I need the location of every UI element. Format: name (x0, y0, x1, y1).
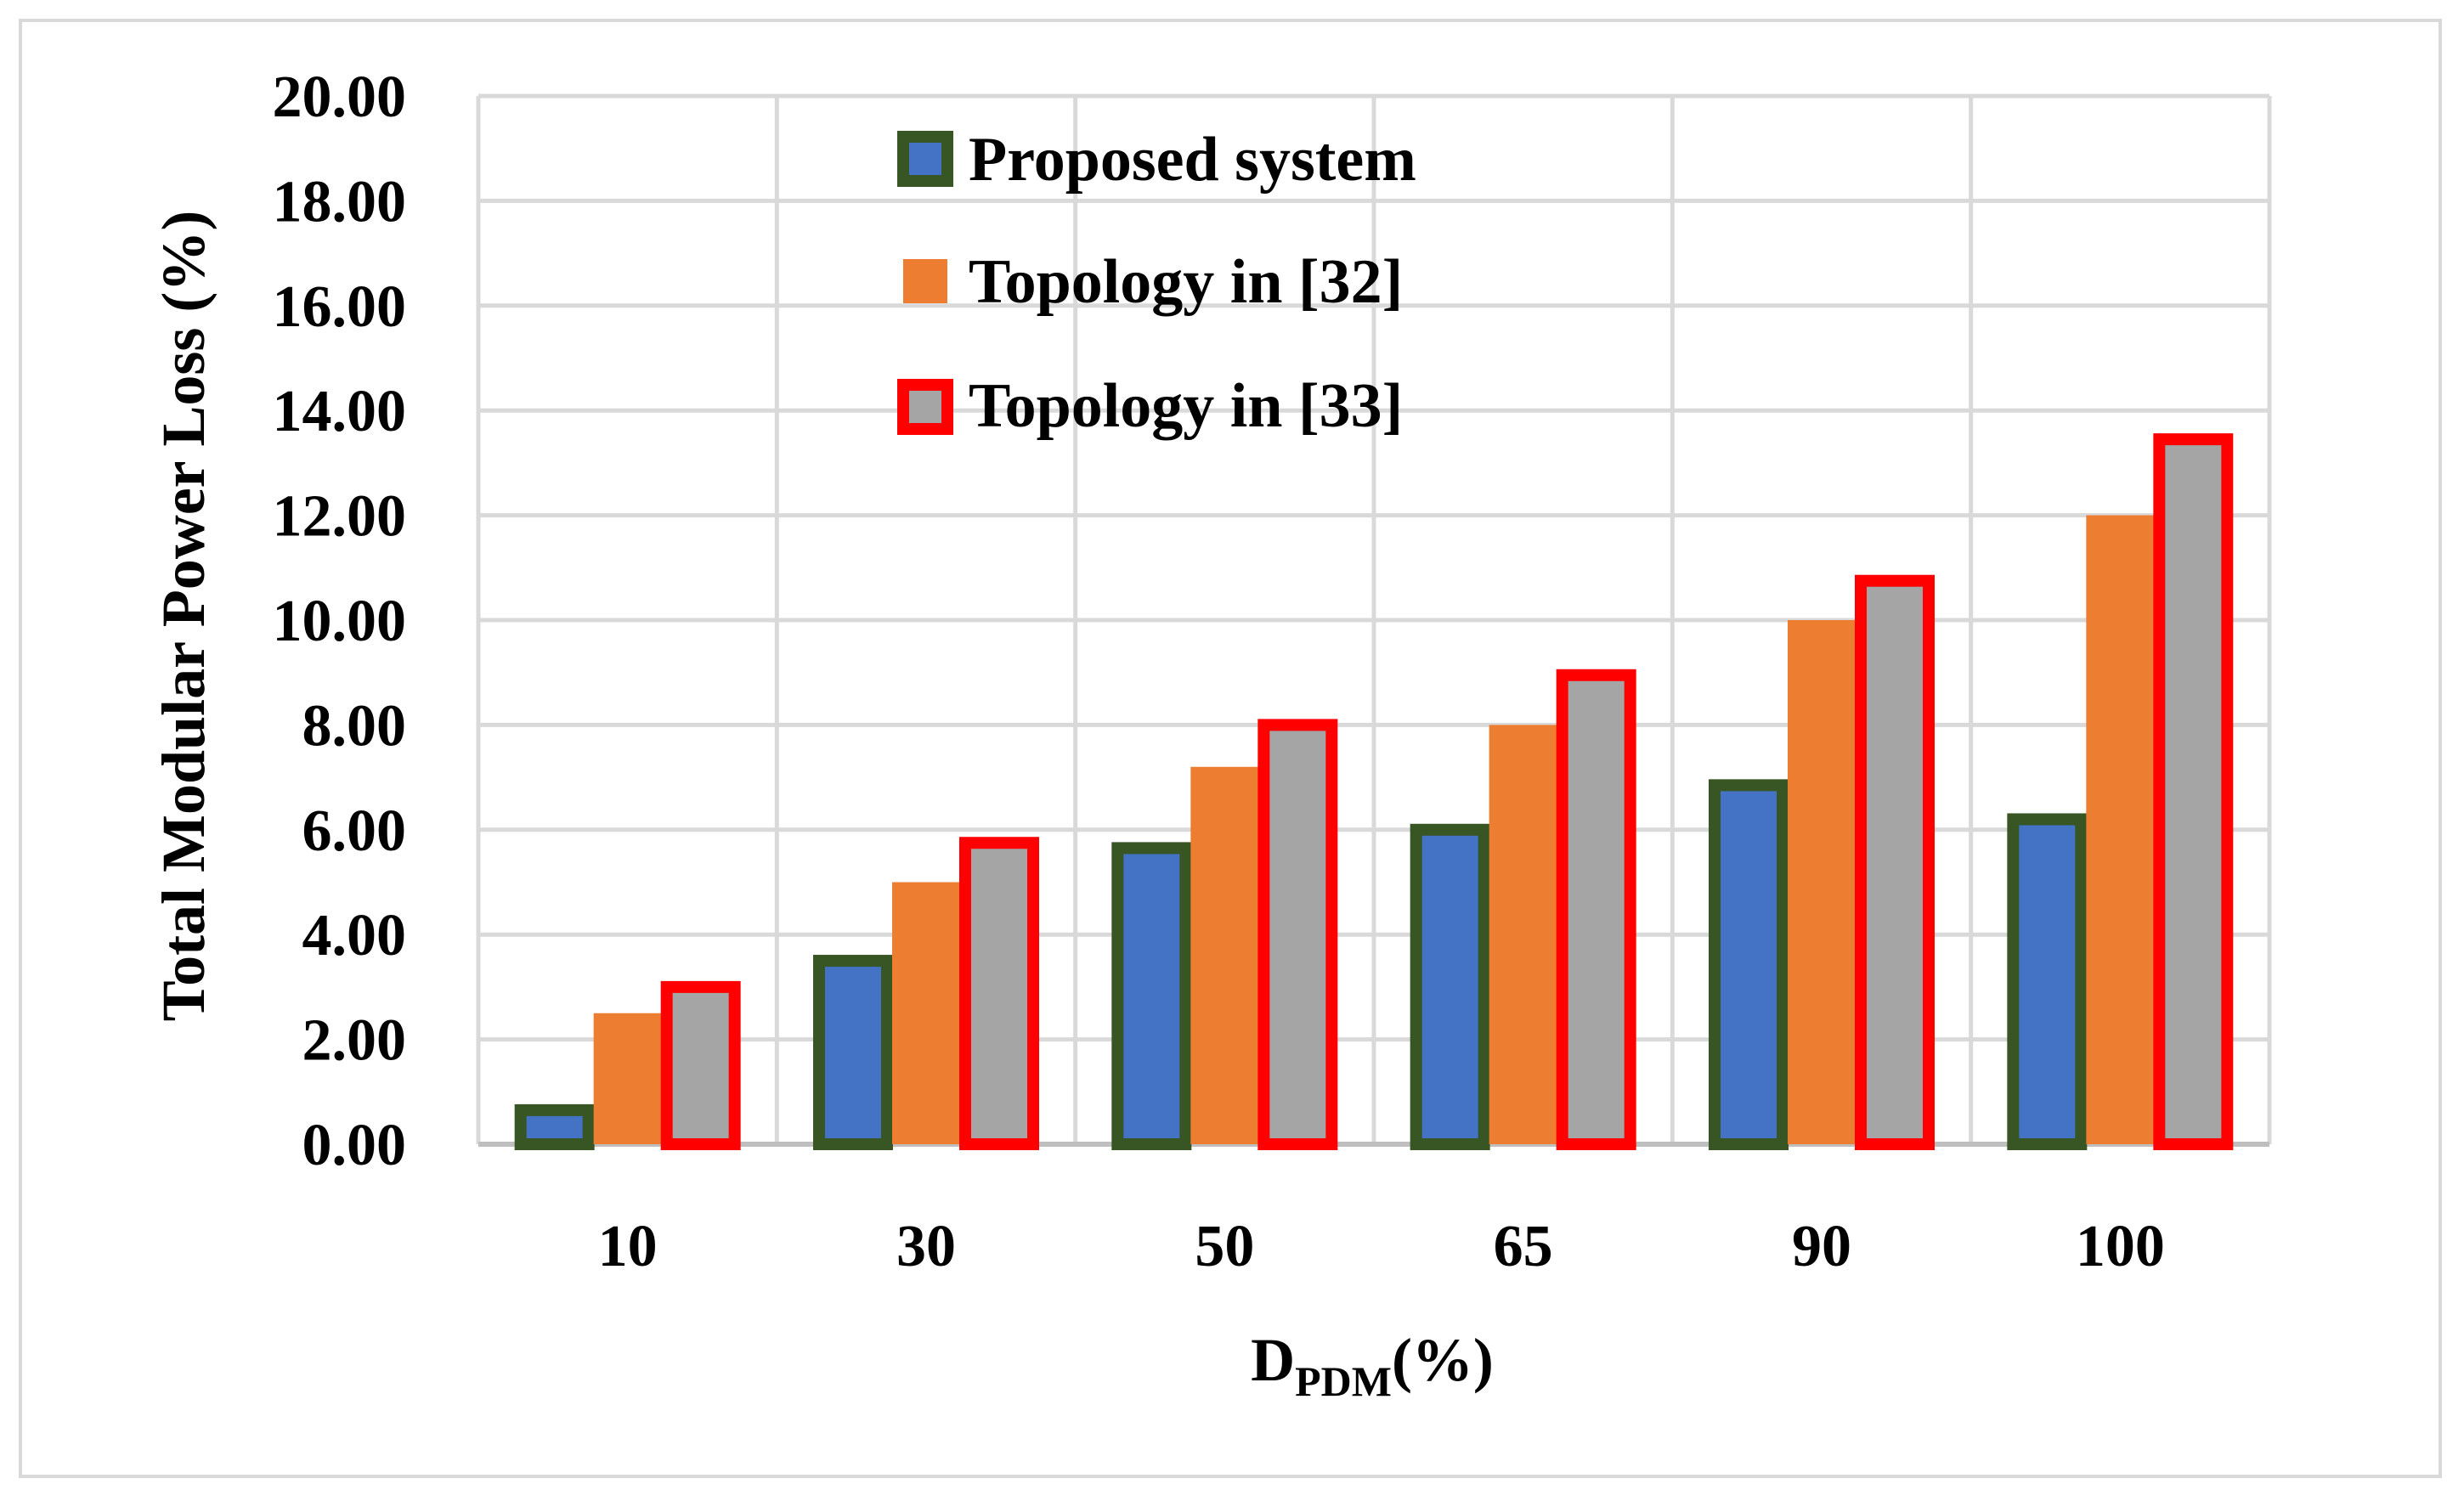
x-axis-title: DPDM(%) (1251, 1326, 1494, 1405)
y-axis-title: Total Modular Power Loss (%) (150, 211, 218, 1022)
legend-swatch-topology-32 (903, 259, 947, 303)
bar-topology-in-32-90 (1788, 620, 1856, 1144)
bar-proposed-system-90 (1709, 779, 1789, 1150)
bar-topology-in-32-30 (892, 882, 960, 1144)
bar-topology-in-33-100 (2153, 433, 2234, 1150)
y-tick-label: 2.00 (302, 1008, 407, 1074)
y-tick-labels: 0.00 2.00 4.00 6.00 8.00 10.00 12.00 14.00 16.00… (273, 65, 407, 1178)
bar-topology-in-32-10 (593, 1013, 662, 1144)
bar-topology-in-32-65 (1489, 725, 1557, 1144)
bar-topology-in-33-65 (1556, 669, 1636, 1150)
bar-topology-in-33-50 (1257, 719, 1338, 1151)
x-axis-title-subscript: PDM (1295, 1357, 1392, 1405)
x-tick-label: 10 (598, 1214, 658, 1279)
y-tick-label: 20.00 (273, 65, 407, 130)
y-tick-label: 0.00 (302, 1113, 407, 1178)
legend-label-topology-32: Topology in [32] (969, 247, 1403, 317)
x-tick-label: 65 (1494, 1214, 1553, 1279)
y-tick-label: 14.00 (273, 379, 407, 444)
x-tick-label: 50 (1195, 1214, 1254, 1279)
x-axis-title-suffix: (%) (1392, 1326, 1494, 1394)
legend-swatch-topology-33 (897, 379, 953, 435)
bar-proposed-system-50 (1111, 842, 1192, 1151)
bar-topology-in-33-30 (959, 837, 1039, 1150)
y-tick-label: 8.00 (302, 693, 407, 759)
legend: Proposed system Topology in [32] Topolog… (897, 125, 1416, 441)
y-tick-label: 16.00 (273, 274, 407, 340)
bar-layer (514, 433, 2234, 1151)
bar-topology-in-33-10 (660, 980, 741, 1151)
x-tick-labels: 10 30 50 65 90 100 (598, 1214, 2165, 1279)
bar-proposed-system-10 (514, 1103, 595, 1151)
grid-layer (476, 93, 2272, 1147)
x-tick-label: 30 (896, 1214, 956, 1279)
bar-proposed-system-30 (813, 955, 893, 1151)
bar-proposed-system-65 (1410, 823, 1490, 1150)
y-tick-label: 18.00 (273, 169, 407, 234)
x-axis-title-main: D (1251, 1326, 1295, 1394)
chart-frame (19, 19, 2442, 1478)
x-tick-label: 90 (1792, 1214, 1851, 1279)
bar-proposed-system-100 (2007, 813, 2088, 1151)
bar-topology-in-32-100 (2086, 515, 2155, 1144)
y-tick-label: 10.00 (273, 589, 407, 654)
legend-label-topology-33: Topology in [33] (969, 371, 1403, 441)
y-tick-label: 6.00 (302, 798, 407, 864)
bar-topology-in-33-90 (1855, 574, 1935, 1150)
bar-topology-in-32-50 (1190, 766, 1259, 1144)
x-tick-label: 100 (2076, 1214, 2165, 1279)
y-tick-label: 12.00 (273, 484, 407, 550)
legend-swatch-proposed-system (897, 131, 953, 187)
legend-label-proposed-system: Proposed system (969, 125, 1416, 195)
y-tick-label: 4.00 (302, 903, 407, 968)
